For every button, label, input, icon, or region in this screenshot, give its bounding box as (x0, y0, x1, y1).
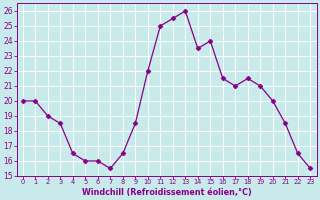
X-axis label: Windchill (Refroidissement éolien,°C): Windchill (Refroidissement éolien,°C) (82, 188, 252, 197)
